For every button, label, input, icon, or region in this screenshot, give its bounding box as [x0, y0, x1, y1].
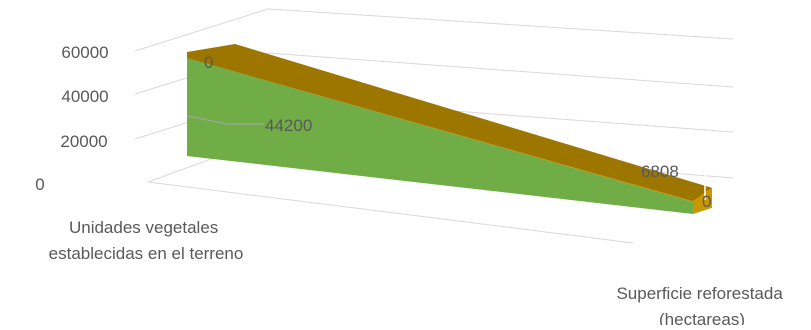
data-label: 0 [204, 53, 213, 72]
data-label: 44200 [265, 116, 312, 135]
x-tick-label-line: (hectareas) [659, 310, 745, 325]
x-tick-label: Unidades vegetales establecidas en el te… [49, 218, 244, 263]
area-series-2 [187, 44, 712, 201]
y-tick-label: 0 [35, 175, 44, 194]
y-tick-label: 20000 [60, 132, 107, 151]
gridline [134, 8, 734, 52]
y-tick-label: 40000 [61, 87, 108, 106]
leader-line [694, 169, 706, 200]
y-axis: 0 20000 40000 60000 [35, 43, 108, 194]
area-series-2-end [693, 187, 712, 214]
x-tick-label: Superficie reforestada (hectareas) [616, 284, 787, 325]
x-tick-label-line: Superficie reforestada [616, 284, 783, 303]
area-series-1 [187, 58, 693, 215]
data-label: 6808 [641, 162, 679, 181]
gridline [134, 52, 734, 95]
x-tick-label-line: Unidades vegetales [69, 218, 218, 237]
y-tick-label: 60000 [61, 43, 108, 62]
plot-area [187, 44, 712, 215]
data-labels: 44200 6808 0 0 [187, 53, 711, 211]
floor-edge [147, 181, 634, 244]
leader-line [187, 115, 264, 125]
data-label: 0 [702, 192, 711, 211]
x-tick-label-line: establecidas en el terreno [49, 244, 244, 263]
x-axis: Unidades vegetales establecidas en el te… [49, 218, 787, 329]
